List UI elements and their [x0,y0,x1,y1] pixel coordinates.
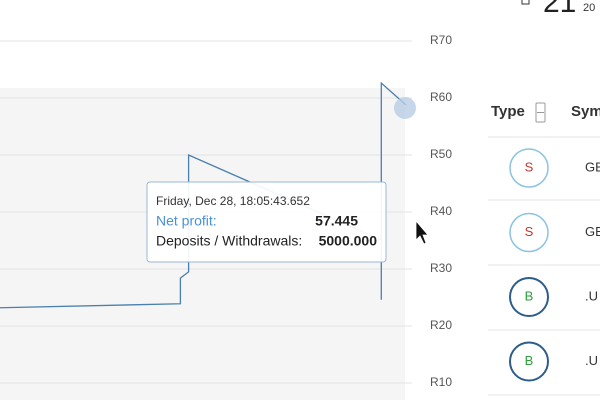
type-cell: B [525,353,534,368]
type-badge [509,212,549,253]
column-header[interactable]: Sym [571,103,600,120]
y-tick-label: R10 [430,375,452,389]
tooltip-label: Deposits / Withdrawals: [156,233,302,249]
column-header[interactable]: Type [491,103,525,120]
symbol-cell: .U [585,288,598,303]
type-cell: S [525,224,534,239]
tooltip-value: 57.445 [315,213,358,229]
tooltip-date: Friday, Dec 28, 18:05:43.652 [156,194,310,208]
symbol-cell: .U [585,353,598,368]
symbol-cell: GB [585,159,600,174]
hover-marker [394,97,416,119]
type-cell: S [525,159,534,174]
y-tick-label: R30 [430,261,452,275]
tooltip-box [146,181,387,263]
type-cell: B [525,288,534,303]
type-badge [509,148,549,188]
date-year: 20 [583,2,595,14]
type-badge [509,341,549,382]
type-badge [509,277,549,317]
calendar-icon[interactable] [521,0,530,5]
date-day: 21 [543,0,576,19]
tooltip-value: 5000.000 [319,233,378,249]
tooltip-label: Net profit: [156,213,217,229]
y-tick-label: R50 [430,147,452,161]
profit-line [0,81,407,309]
y-tick-label: R20 [430,318,452,332]
tooltip: Friday, Dec 28, 18:05:43.652 Net profit:… [146,181,387,263]
y-tick-label: R70 [430,33,452,47]
y-tick-label: R40 [430,204,452,218]
sort-icon[interactable] [535,102,546,123]
cursor [415,219,429,245]
y-tick-label: R60 [430,90,452,104]
symbol-cell: GB [585,224,600,239]
